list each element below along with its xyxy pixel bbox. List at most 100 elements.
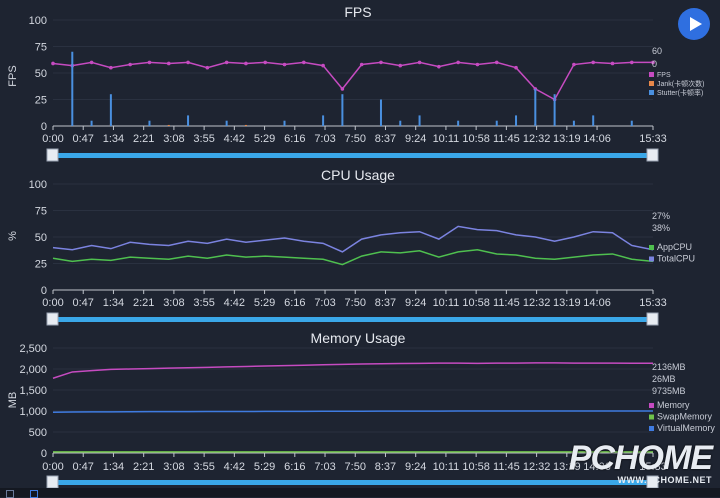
fps-legend-item[interactable]: Stutter(卡顿率) [657,88,703,97]
fps-x-tick-label: 15:33 [639,133,667,145]
cpu-y-tick-label: 75 [35,206,47,218]
memory-y-tick-label: 1,500 [19,385,47,397]
fps-legend-item[interactable]: Jank(卡顿次数) [657,79,704,88]
cpu-y-tick-label: 50 [35,232,47,244]
fps-x-tick-label: 1:34 [103,133,124,145]
fps-data-point [359,62,364,67]
fps-x-tick-label: 7:50 [345,133,366,145]
cpu-slider-right-handle[interactable] [646,312,659,326]
cpu-y-axis-label: % [7,231,19,241]
fps-x-tick-label: 14:06 [583,133,611,145]
jank-current-value: 0 [652,59,657,69]
fps-data-point [651,60,655,65]
memory-x-tick-label: 8:37 [375,461,396,473]
fps-data-point [263,60,268,65]
play-button[interactable] [678,8,710,40]
fps-x-tick-label: 4:42 [224,133,245,145]
fps-data-point [340,87,345,91]
fps-gridlines [53,19,653,127]
cpu-x-tick-label: 11:45 [493,297,520,309]
swap-current-value: 26MB [652,374,676,384]
cpu-legend: AppCPU TotalCPU [649,242,695,264]
memory-legend-marker[interactable] [649,426,654,431]
memory-y-tick-label: 500 [29,427,47,439]
fps-data-point [186,60,190,65]
cpu-x-tick-label: 10:58 [462,297,490,309]
fps-y-ticks: 0 25 50 75 100 [29,15,47,133]
fps-slider-right-handle[interactable] [646,148,659,162]
watermark-logo: PCHOME WWW.PCHOME.NET [569,441,713,485]
memory-series [52,362,654,453]
cpu-x-tick-label: 9:24 [405,297,426,309]
fps-data-point [205,65,210,70]
cpu-y-ticks: 0 25 50 75 100 [29,179,47,297]
memory-panel: Memory Usage MB 0 500 1,000 1,500 2,000 2,500… [7,330,715,489]
memory-legend-item[interactable]: Memory [657,400,690,410]
memory-series-virtualmemory-line [52,410,653,414]
memory-x-tick-label: 3:08 [163,461,184,473]
cpu-x-tick-label: 15:33 [639,297,667,309]
fps-y-tick-label: 100 [29,15,47,27]
fps-legend-marker[interactable] [649,90,654,95]
memory-y-tick-label: 1,000 [19,406,47,418]
fps-data-point [51,61,55,66]
memory-legend-marker[interactable] [649,414,654,420]
fps-slider-left-handle[interactable] [46,148,59,162]
memory-legend-item[interactable]: SwapMemory [657,412,713,422]
fps-x-tick-label: 5:29 [254,133,275,145]
memory-x-tick-label: 3:55 [193,461,214,473]
memory-series-memory-line [52,362,654,379]
fps-x-tick-label: 9:24 [405,133,426,145]
fps-legend-item[interactable]: FPS [657,72,671,79]
fps-x-ticks: 0:00 0:47 1:34 2:21 3:08 3:55 4:42 5:29 6:16 7:03… [42,126,667,145]
totalcpu-current-value: 38% [652,223,670,233]
cpu-legend-item[interactable]: AppCPU [657,242,692,252]
status-bar [0,488,720,497]
watermark-site: WWW.PCHOME.NET [617,475,712,485]
cpu-slider-track[interactable] [52,317,655,322]
cpu-x-tick-label: 12:32 [523,297,551,309]
memory-y-tick-label: 2,000 [19,364,47,376]
fps-current-value: 60 [652,46,662,56]
cpu-series [52,225,654,266]
fps-data-point [244,61,248,66]
cpu-x-tick-label: 4:42 [224,297,245,309]
fps-legend-marker[interactable] [649,72,654,77]
fps-x-tick-label: 13:19 [553,133,581,145]
cpu-legend-marker[interactable] [649,245,654,250]
memory-y-tick-label: 2,500 [19,343,47,355]
fps-slider-track[interactable] [52,153,655,158]
cpu-x-tick-label: 2:21 [133,297,154,309]
memory-time-slider [46,475,659,489]
fps-chart-title: FPS [344,4,371,20]
memory-chart-title: Memory Usage [311,330,406,346]
fps-y-tick-label: 50 [35,68,47,80]
memory-x-tick-label: 0:47 [73,461,94,473]
fps-legend-marker[interactable] [649,81,654,86]
memory-x-tick-label: 0:00 [42,461,63,473]
memory-legend-marker[interactable] [649,403,654,408]
fps-x-tick-label: 3:55 [193,133,214,145]
memory-current-value: 2136MB [652,362,686,372]
fps-data-point [398,63,403,68]
memory-slider-left-handle[interactable] [46,475,59,489]
fps-data-point [282,62,287,67]
cpu-legend-item[interactable]: TotalCPU [657,254,695,264]
cpu-slider-left-handle[interactable] [46,312,59,326]
memory-slider-track[interactable] [52,480,655,485]
cpu-time-slider [46,312,659,326]
cpu-x-tick-label: 7:50 [345,297,366,309]
cpu-x-tick-label: 3:08 [163,297,184,309]
memory-y-ticks: 0 500 1,000 1,500 2,000 2,500 [19,343,47,460]
cpu-legend-marker[interactable] [649,256,654,262]
memory-legend-item[interactable]: VirtualMemory [657,423,715,433]
cpu-x-tick-label: 0:00 [42,297,63,309]
fps-data-point [166,61,171,66]
fps-data-point [379,60,383,65]
cpu-series-appcpu-line [52,248,654,266]
memory-x-tick-label: 4:42 [224,461,245,473]
cpu-x-tick-label: 6:16 [284,297,305,309]
memory-x-tick-label: 5:29 [254,461,275,473]
memory-x-tick-label: 10:11 [433,461,460,473]
